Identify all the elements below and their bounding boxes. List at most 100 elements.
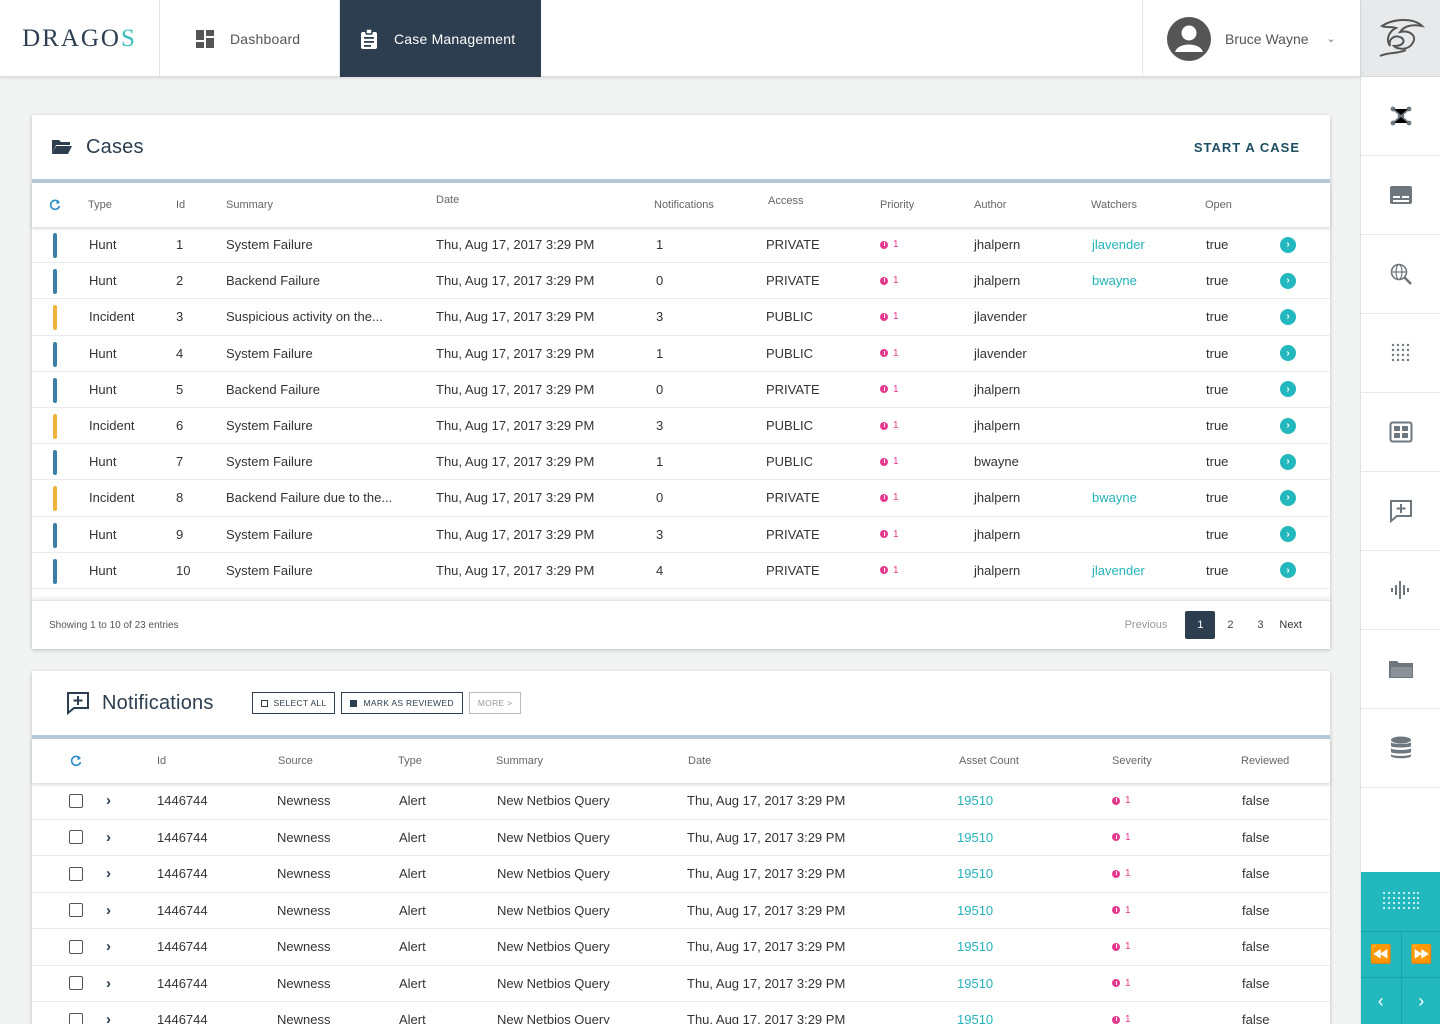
rail-folder[interactable] [1361, 630, 1440, 709]
cell-asset-count[interactable]: 19510 [957, 793, 994, 809]
chevron-right-icon[interactable]: › [1418, 990, 1425, 1011]
refresh-icon[interactable] [70, 755, 82, 767]
cell-asset-count[interactable]: 19510 [957, 829, 994, 845]
rail-card[interactable] [1361, 156, 1440, 235]
cell-watchers[interactable]: bwayne [1092, 273, 1137, 289]
col-asset-count[interactable]: Asset Count [959, 755, 1019, 767]
pagination-page-2[interactable]: 2 [1227, 619, 1234, 631]
mark-as-reviewed-button[interactable]: MARK AS REVIEWED [341, 692, 463, 714]
col-type[interactable]: Type [398, 755, 422, 767]
chevron-left-icon[interactable]: ‹ [1361, 978, 1402, 1024]
cell-watchers[interactable]: jlavender [1092, 562, 1145, 578]
chevron-right-icon[interactable]: › [106, 938, 111, 956]
row-checkbox[interactable] [69, 939, 83, 954]
open-case-icon[interactable]: › [1280, 453, 1296, 470]
cell-asset-count[interactable]: 19510 [957, 866, 994, 882]
table-row[interactable]: › 1446744 Newness Alert New Netbios Query Thu… [32, 1002, 1330, 1024]
pagination-previous[interactable]: Previous [1124, 619, 1168, 631]
open-case-icon[interactable]: › [1280, 562, 1296, 579]
table-row[interactable]: Hunt 7 System Failure Thu, Aug 17, 2017 3:2… [32, 444, 1330, 481]
col-notifications[interactable]: Notifications [654, 199, 714, 211]
rail-waveform[interactable] [1361, 551, 1440, 630]
row-checkbox[interactable] [69, 976, 83, 991]
open-case-icon[interactable]: › [1280, 526, 1296, 543]
rail-dots[interactable] [1361, 314, 1440, 393]
pagination-next[interactable]: Next [1279, 619, 1302, 631]
col-reviewed[interactable]: Reviewed [1241, 755, 1290, 767]
col-author[interactable]: Author [974, 199, 1007, 211]
pagination-page-1[interactable]: 1 [1185, 611, 1216, 639]
user-menu[interactable]: Bruce Wayne ⌄ [1142, 0, 1360, 77]
table-row[interactable]: › 1446744 Newness Alert New Netbios Query Thu… [32, 856, 1330, 893]
col-type[interactable]: Type [88, 199, 112, 211]
table-row[interactable]: Incident 6 System Failure Thu, Aug 17, 2017… [32, 408, 1330, 445]
open-case-icon[interactable]: › [1280, 345, 1296, 362]
rail-logo[interactable] [1361, 0, 1440, 77]
col-source[interactable]: Source [278, 755, 313, 767]
table-row[interactable]: › 1446744 Newness Alert New Netbios Query Thu… [32, 929, 1330, 966]
cell-asset-count[interactable]: 19510 [957, 975, 994, 991]
open-case-icon[interactable]: › [1280, 236, 1296, 253]
col-date[interactable]: Date [688, 755, 712, 767]
row-checkbox[interactable] [69, 830, 83, 845]
rail-database[interactable] [1361, 709, 1440, 788]
open-case-icon[interactable]: › [1280, 489, 1296, 506]
table-row[interactable]: Hunt 9 System Failure Thu, Aug 17, 2017 3:2… [32, 517, 1330, 553]
col-summary[interactable]: Summary [496, 755, 544, 767]
cell-asset-count[interactable]: 19510 [957, 1012, 994, 1024]
chevron-right-icon[interactable]: › [106, 828, 111, 846]
chevron-right-icon[interactable]: › [106, 901, 111, 919]
table-row[interactable]: Hunt 5 Backend Failure Thu, Aug 17, 2017 3:… [32, 372, 1330, 408]
table-row[interactable]: › 1446744 Newness Alert New Netbios Query Thu… [32, 820, 1330, 856]
col-watchers[interactable]: Watchers [1091, 199, 1138, 211]
cell-asset-count[interactable]: 19510 [957, 939, 994, 955]
row-checkbox[interactable] [69, 793, 83, 808]
table-row[interactable]: Hunt 1 System Failure Thu, Aug 17, 2017 3:2… [32, 227, 1330, 264]
rail-network[interactable] [1361, 77, 1440, 156]
fast-forward-icon[interactable]: ⏩ [1410, 944, 1433, 964]
table-row[interactable]: Incident 8 Backend Failure due to the... Th… [32, 480, 1330, 517]
more-button[interactable]: MORE > [468, 692, 522, 714]
row-checkbox[interactable] [69, 866, 83, 881]
dragos-logo[interactable]: DRAGOS [0, 0, 160, 77]
row-checkbox[interactable] [69, 903, 83, 918]
tab-case-management[interactable]: Case Management [340, 0, 541, 77]
start-case-button[interactable]: START A CASE [1193, 139, 1300, 155]
open-case-icon[interactable]: › [1280, 417, 1296, 434]
chevron-right-icon[interactable]: › [106, 974, 111, 992]
col-date[interactable]: Date [436, 194, 460, 206]
col-priority[interactable]: Priority [880, 199, 915, 211]
rewind-icon[interactable]: ⏪ [1361, 932, 1402, 977]
open-case-icon[interactable]: › [1280, 272, 1296, 289]
open-case-icon[interactable]: › [1280, 381, 1296, 398]
table-row[interactable]: › 1446744 Newness Alert New Netbios Query Thu… [32, 966, 1330, 1002]
table-row[interactable]: › 1446744 Newness Alert New Netbios Query Thu… [32, 893, 1330, 929]
select-all-button[interactable]: SELECT ALL [251, 692, 336, 714]
col-severity[interactable]: Severity [1112, 755, 1152, 767]
pagination-page-3[interactable]: 3 [1257, 619, 1264, 631]
tab-dashboard[interactable]: Dashboard [160, 0, 340, 77]
chevron-right-icon[interactable]: › [106, 792, 111, 810]
cell-asset-count[interactable]: 19510 [957, 902, 994, 918]
rail-globe-search[interactable] [1361, 235, 1440, 314]
cell-watchers[interactable]: jlavender [1092, 237, 1145, 253]
table-row[interactable]: Hunt 10 System Failure Thu, Aug 17, 2017 3:… [32, 553, 1330, 589]
rail-comment-add[interactable] [1361, 472, 1440, 551]
col-open[interactable]: Open [1205, 199, 1232, 211]
table-row[interactable]: Hunt 4 System Failure Thu, Aug 17, 2017 3:2… [32, 336, 1330, 372]
table-row[interactable]: Hunt 2 Backend Failure Thu, Aug 17, 2017 3:… [32, 263, 1330, 300]
rail-calendar[interactable] [1361, 393, 1440, 472]
cell-watchers[interactable]: bwayne [1092, 490, 1137, 506]
col-id[interactable]: Id [176, 199, 186, 211]
chevron-right-icon[interactable]: › [106, 865, 111, 883]
row-checkbox[interactable] [69, 1012, 83, 1024]
table-row[interactable]: › 1446744 Newness Alert New Netbios Query Thu… [32, 783, 1330, 820]
rail-grid-button[interactable] [1361, 872, 1440, 932]
refresh-icon[interactable] [49, 199, 61, 211]
col-summary[interactable]: Summary [226, 199, 274, 211]
col-id[interactable]: Id [157, 755, 167, 767]
table-row[interactable]: Incident 3 Suspicious activity on the... Th… [32, 299, 1330, 336]
chevron-right-icon[interactable]: › [106, 1011, 111, 1024]
col-access[interactable]: Access [768, 195, 804, 207]
open-case-icon[interactable]: › [1280, 308, 1296, 325]
